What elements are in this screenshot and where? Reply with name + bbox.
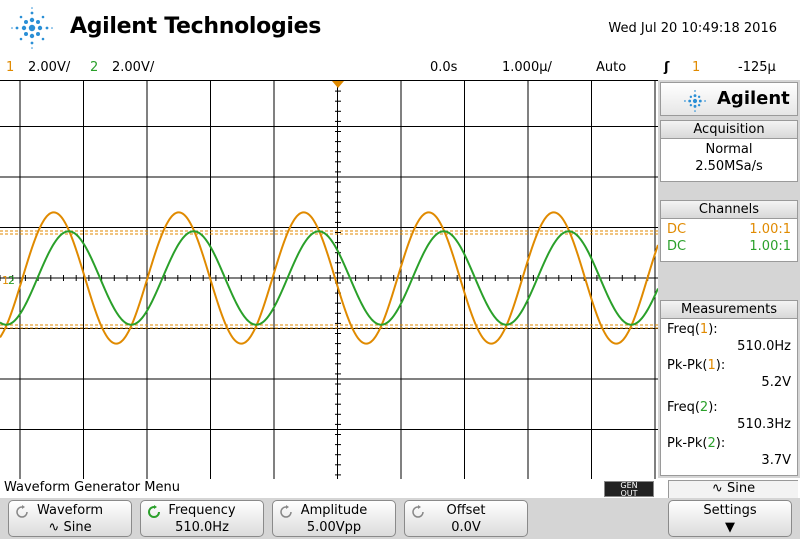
ch1-scale: 2.00V/ [28,60,71,75]
meas-3-label: Freq(2): [667,400,718,415]
frequency-softkey[interactable]: Frequency 510.0Hz [140,500,264,537]
ch1-ground-marker: 1 [2,274,9,287]
panel-logo: Agilent [660,82,798,116]
amplitude-softkey[interactable]: Amplitude 5.00Vpp [272,500,396,537]
measurements-box: Measurements Freq(1): 510.0Hz Pk-Pk(1): … [660,300,798,476]
meas-1-label: Freq(1): [667,322,718,337]
brand-title: Agilent Technologies [70,14,322,39]
meas-4-value: 3.7V [761,453,791,468]
rising-edge-icon: ʃ [664,60,670,75]
meas-3-value: 510.3Hz [737,417,791,432]
menu-label: Waveform Generator Menu [4,480,180,495]
ch2-trace [0,230,658,326]
ch2-coupling: DC [667,239,687,254]
ch1-coupling: DC [667,222,687,237]
ch2-probe: 1.00:1 [749,239,791,254]
waveform-softkey[interactable]: Waveform ∿ Sine [8,500,132,537]
sample-rate: 2.50MSa/s [695,159,763,174]
time-scale: 1.000µ/ [502,60,552,75]
ch2-scale: 2.00V/ [112,60,155,75]
ch2-channel-row: DC 1.00:1 [661,238,797,255]
trigger-position-marker [332,81,344,88]
waveform-plot: 1 2 [0,81,658,479]
channels-box: Channels DC 1.00:1 DC 1.00:1 [660,200,798,262]
agilent-logo-small-icon [684,90,706,112]
rotate-knob-icon [412,505,424,518]
waveform-display: 1 2 [0,80,658,479]
side-panel: Agilent Acquisition Normal 2.50MSa/s Cha… [658,80,800,478]
trigger-source: 1 [692,60,701,75]
ch2-number: 2 [90,60,99,75]
trigger-mode: Auto [596,60,627,75]
panel-brand: Agilent [717,88,790,109]
sine-icon: ∿ [48,520,60,535]
ch2-ground-marker: 2 [8,274,15,287]
meas-2-value: 5.2V [761,375,791,390]
rotate-knob-icon [280,505,292,518]
ch1-probe: 1.00:1 [749,222,791,237]
wave-indicator: ∿ Sine [668,480,798,498]
ch1-channel-row: DC 1.00:1 [661,221,797,238]
status-bar: 1 2.00V/ 2 2.00V/ 0.0s 1.000µ/ Auto ʃ 1 … [0,58,800,80]
acquisition-mode: Normal [705,142,753,157]
datetime: Wed Jul 20 10:49:18 2016 [608,21,777,36]
acquisition-title: Acquisition [661,121,797,139]
rotate-knob-icon [16,505,28,518]
graticule-grid [0,81,658,479]
ch1-number: 1 [6,60,15,75]
time-offset: 0.0s [430,60,458,75]
settings-softkey[interactable]: Settings ▼ [668,500,792,537]
meas-2-label: Pk-Pk(1): [667,358,726,373]
meas-4-label: Pk-Pk(2): [667,436,726,451]
rotate-knob-active-icon [148,505,160,518]
sine-icon: ∿ [711,481,723,496]
channels-title: Channels [661,201,797,219]
offset-softkey[interactable]: Offset 0.0V [404,500,528,537]
trigger-level: -125µ [738,60,776,75]
acquisition-box: Acquisition Normal 2.50MSa/s [660,120,798,182]
softkey-bar: Waveform ∿ Sine Frequency 510.0Hz Amplit… [0,498,800,539]
meas-1-value: 510.0Hz [737,339,791,354]
submenu-arrow-icon: ▼ [725,520,735,535]
header: Agilent Technologies Wed Jul 20 10:49:18… [0,0,800,58]
gen-out-indicator: GEN OUT [604,481,654,498]
measurements-title: Measurements [661,301,797,319]
ch1-trace [0,211,658,345]
agilent-logo-icon [11,7,53,49]
